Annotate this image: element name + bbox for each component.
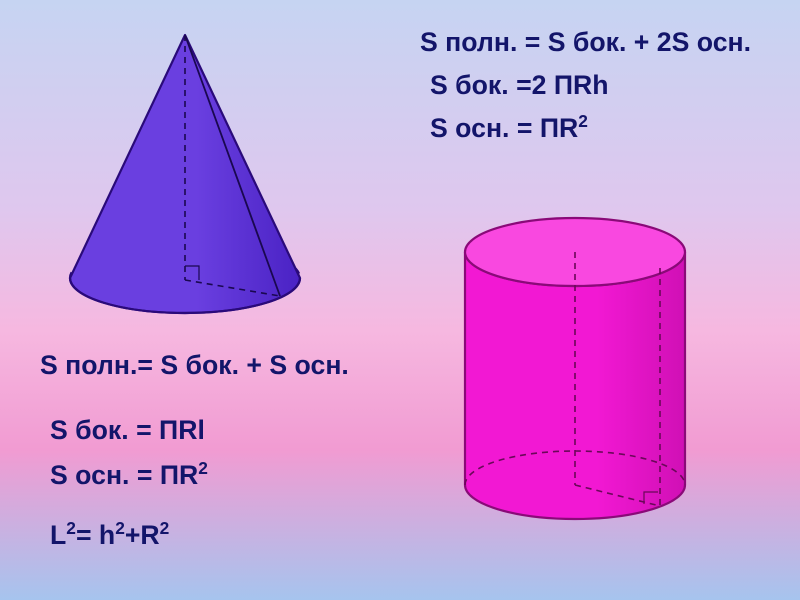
diagram-canvas: S полн. = S бок. + 2S осн. S бок. =2 ПRh S…: [0, 0, 800, 600]
formula-cylinder-base: S осн. = ПR2: [430, 113, 588, 144]
formula-cylinder-lateral: S бок. =2 ПRh: [430, 70, 609, 101]
shapes-svg: [0, 0, 800, 600]
formula-cone-lateral: S бок. = ПRl: [50, 415, 205, 446]
formula-cylinder-total: S полн. = S бок. + 2S осн.: [420, 27, 751, 58]
formula-cone-base: S осн. = ПR2: [50, 460, 208, 491]
formula-slant: L2= h2+R2: [50, 520, 169, 551]
formula-cone-total: S полн.= S бок. + S осн.: [40, 350, 349, 381]
